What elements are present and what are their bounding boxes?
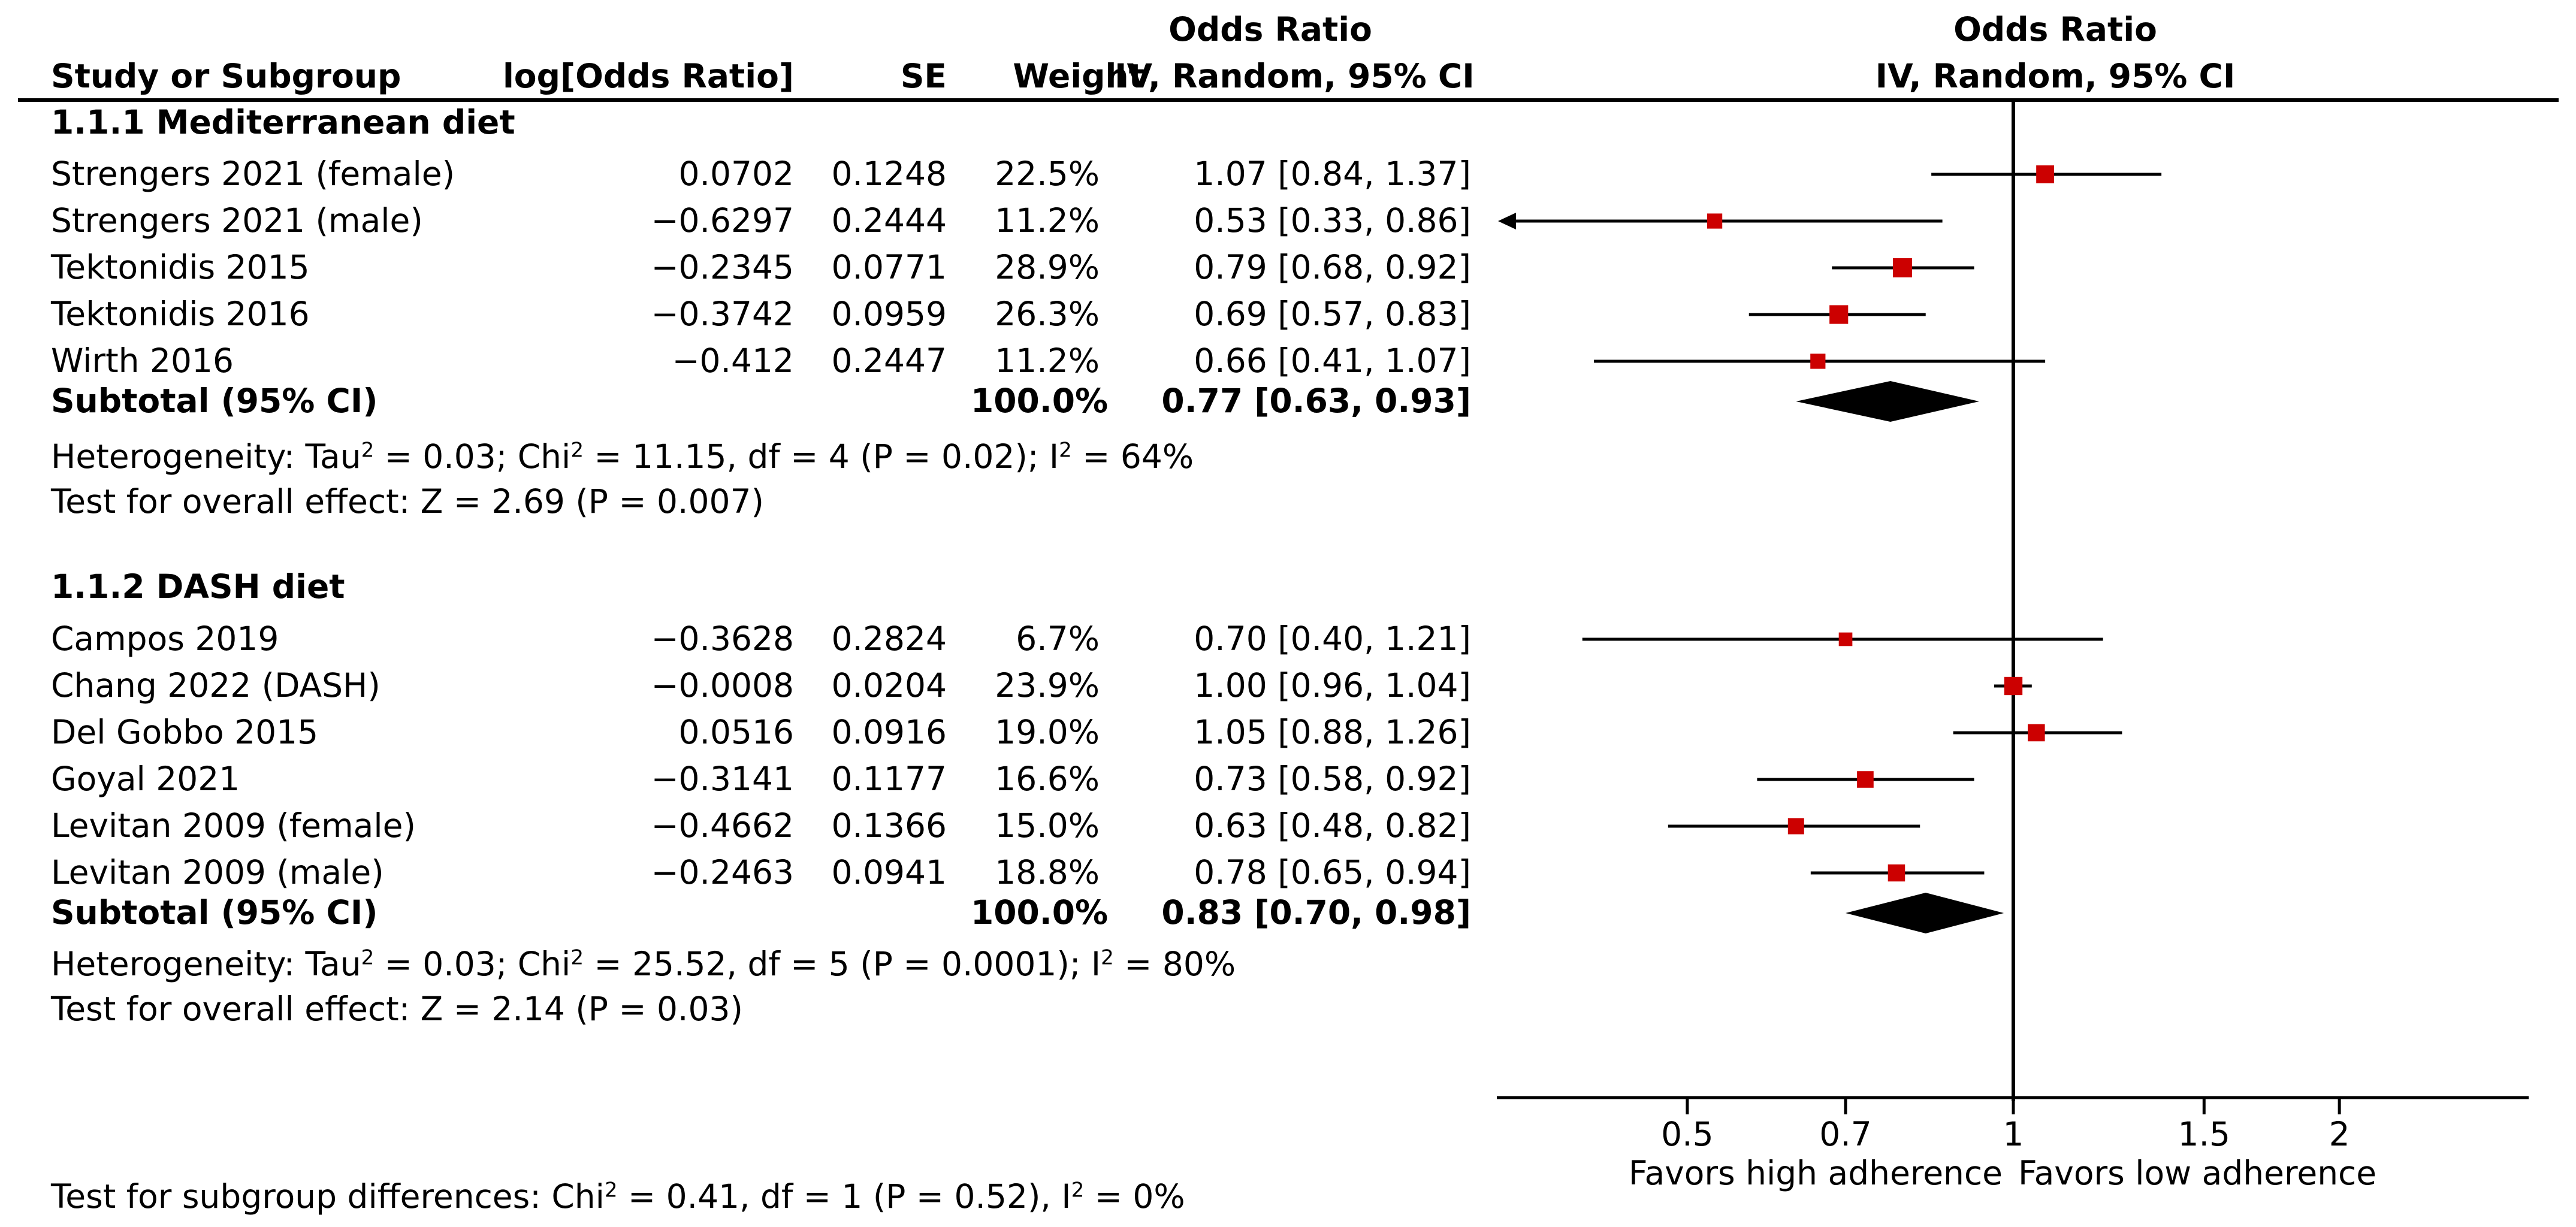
ci-value: 1.07 [0.84, 1.37] (1194, 155, 1471, 193)
study-name: Tektonidis 2015 (51, 248, 310, 286)
subtotal-weight: 100.0% (971, 893, 1109, 932)
study-name: Del Gobbo 2015 (51, 713, 319, 751)
log-or-value: −0.3742 (651, 295, 794, 333)
weight-column-header: Weight (1013, 57, 1144, 95)
ci-value: 0.69 [0.57, 0.83] (1194, 295, 1471, 333)
weight-value: 23.9% (995, 666, 1100, 705)
ci-arrow (1498, 213, 1516, 229)
log-or-value: −0.3628 (651, 619, 794, 658)
weight-value: 11.2% (995, 341, 1100, 380)
overall-effect-text: Test for overall effect: Z = 2.14 (P = 0… (51, 990, 743, 1028)
se-value: 0.1177 (831, 760, 947, 798)
log-or-value: −0.3141 (651, 760, 794, 798)
se-value: 0.0959 (831, 295, 947, 333)
weight-value: 19.0% (995, 713, 1100, 751)
subtotal-ci: 0.77 [0.63, 0.93] (1161, 382, 1471, 420)
se-value: 0.0771 (831, 248, 947, 286)
se-value: 0.0916 (831, 713, 947, 751)
heterogeneity-text: Heterogeneity: Tau2 = 0.03; Chi2 = 11.15… (51, 437, 1194, 476)
log-or-value: −0.2463 (651, 853, 794, 891)
log-or-value: −0.0008 (651, 666, 794, 705)
weight-value: 22.5% (995, 155, 1100, 193)
x-axis-tick-label: 1.5 (2178, 1115, 2230, 1153)
study-marker (2036, 165, 2055, 183)
subtotal-ci: 0.83 [0.70, 0.98] (1161, 893, 1471, 932)
or-column-header-top: Odds Ratio (1168, 10, 1372, 49)
study-column-header: Study or Subgroup (51, 57, 401, 95)
subtotal-diamond (1846, 893, 2004, 933)
study-marker (2028, 724, 2045, 742)
study-marker (1707, 213, 1723, 229)
study-name: Strengers 2021 (female) (51, 155, 455, 193)
ci-value: 0.70 [0.40, 1.21] (1194, 619, 1471, 658)
favors-low-label: Favors low adherence (2018, 1154, 2376, 1192)
study-name: Tektonidis 2016 (51, 295, 310, 333)
study-name: Levitan 2009 (male) (51, 853, 384, 891)
plot-header-top: Odds Ratio (1953, 10, 2157, 49)
se-value: 0.0204 (831, 666, 947, 705)
se-value: 0.2824 (831, 619, 947, 658)
weight-value: 28.9% (995, 248, 1100, 286)
log-or-value: −0.412 (672, 341, 794, 380)
se-column-header: SE (900, 57, 947, 95)
ci-value: 0.66 [0.41, 1.07] (1194, 341, 1471, 380)
ci-value: 0.78 [0.65, 0.94] (1194, 853, 1471, 891)
log-or-value: 0.0702 (678, 155, 794, 193)
study-marker (1810, 353, 1826, 369)
study-name: Strengers 2021 (male) (51, 201, 423, 240)
weight-value: 11.2% (995, 201, 1100, 240)
subtotal-weight: 100.0% (971, 382, 1109, 420)
log-or-value: 0.0516 (678, 713, 794, 751)
log-or-column-header: log[Odds Ratio] (502, 57, 794, 95)
ci-value: 1.00 [0.96, 1.04] (1194, 666, 1471, 705)
x-axis-tick-label: 2 (2329, 1115, 2350, 1153)
study-marker (1888, 864, 1905, 882)
overall-effect-text: Test for overall effect: Z = 2.69 (P = 0… (51, 482, 764, 521)
plot-header-bottom: IV, Random, 95% CI (1875, 57, 2236, 95)
study-marker (2004, 676, 2023, 696)
se-value: 0.2444 (831, 201, 947, 240)
log-or-value: −0.6297 (651, 201, 794, 240)
group-title: 1.1.1 Mediterranean diet (51, 103, 515, 141)
ci-value: 0.79 [0.68, 0.92] (1194, 248, 1471, 286)
se-value: 0.1366 (831, 806, 947, 845)
weight-value: 16.6% (995, 760, 1100, 798)
x-axis-tick-label: 0.7 (1819, 1115, 1871, 1153)
study-marker (1892, 258, 1912, 277)
ci-value: 1.05 [0.88, 1.26] (1194, 713, 1471, 751)
subtotal-label: Subtotal (95% CI) (51, 893, 378, 932)
ci-value: 0.73 [0.58, 0.92] (1194, 760, 1471, 798)
study-name: Wirth 2016 (51, 341, 234, 380)
se-value: 0.1248 (831, 155, 947, 193)
heterogeneity-text: Heterogeneity: Tau2 = 0.03; Chi2 = 25.52… (51, 945, 1236, 983)
se-value: 0.2447 (831, 341, 947, 380)
study-name: Goyal 2021 (51, 760, 240, 798)
study-name: Chang 2022 (DASH) (51, 666, 380, 705)
ci-value: 0.63 [0.48, 0.82] (1194, 806, 1471, 845)
study-marker (1857, 771, 1874, 788)
x-axis-tick-label: 0.5 (1661, 1115, 1713, 1153)
or-column-header-bottom: IV, Random, 95% CI (1115, 57, 1475, 95)
subtotal-diamond (1796, 381, 1980, 422)
subtotal-label: Subtotal (95% CI) (51, 382, 378, 420)
study-marker (1838, 632, 1853, 646)
subgroup-test-text: Test for subgroup differences: Chi2 = 0.… (51, 1177, 1185, 1216)
log-or-value: −0.2345 (651, 248, 794, 286)
study-marker (1787, 818, 1804, 835)
weight-value: 15.0% (995, 806, 1100, 845)
ci-value: 0.53 [0.33, 0.86] (1194, 201, 1471, 240)
study-marker (1829, 305, 1849, 324)
study-name: Campos 2019 (51, 619, 279, 658)
header-rule (18, 98, 2559, 102)
weight-value: 26.3% (995, 295, 1100, 333)
se-value: 0.0941 (831, 853, 947, 891)
weight-value: 18.8% (995, 853, 1100, 891)
study-name: Levitan 2009 (female) (51, 806, 416, 845)
group-title: 1.1.2 DASH diet (51, 567, 345, 606)
log-or-value: −0.4662 (651, 806, 794, 845)
x-axis-tick-label: 1 (2003, 1115, 2024, 1153)
weight-value: 6.7% (1016, 619, 1100, 658)
favors-high-label: Favors high adherence (1629, 1154, 2003, 1192)
